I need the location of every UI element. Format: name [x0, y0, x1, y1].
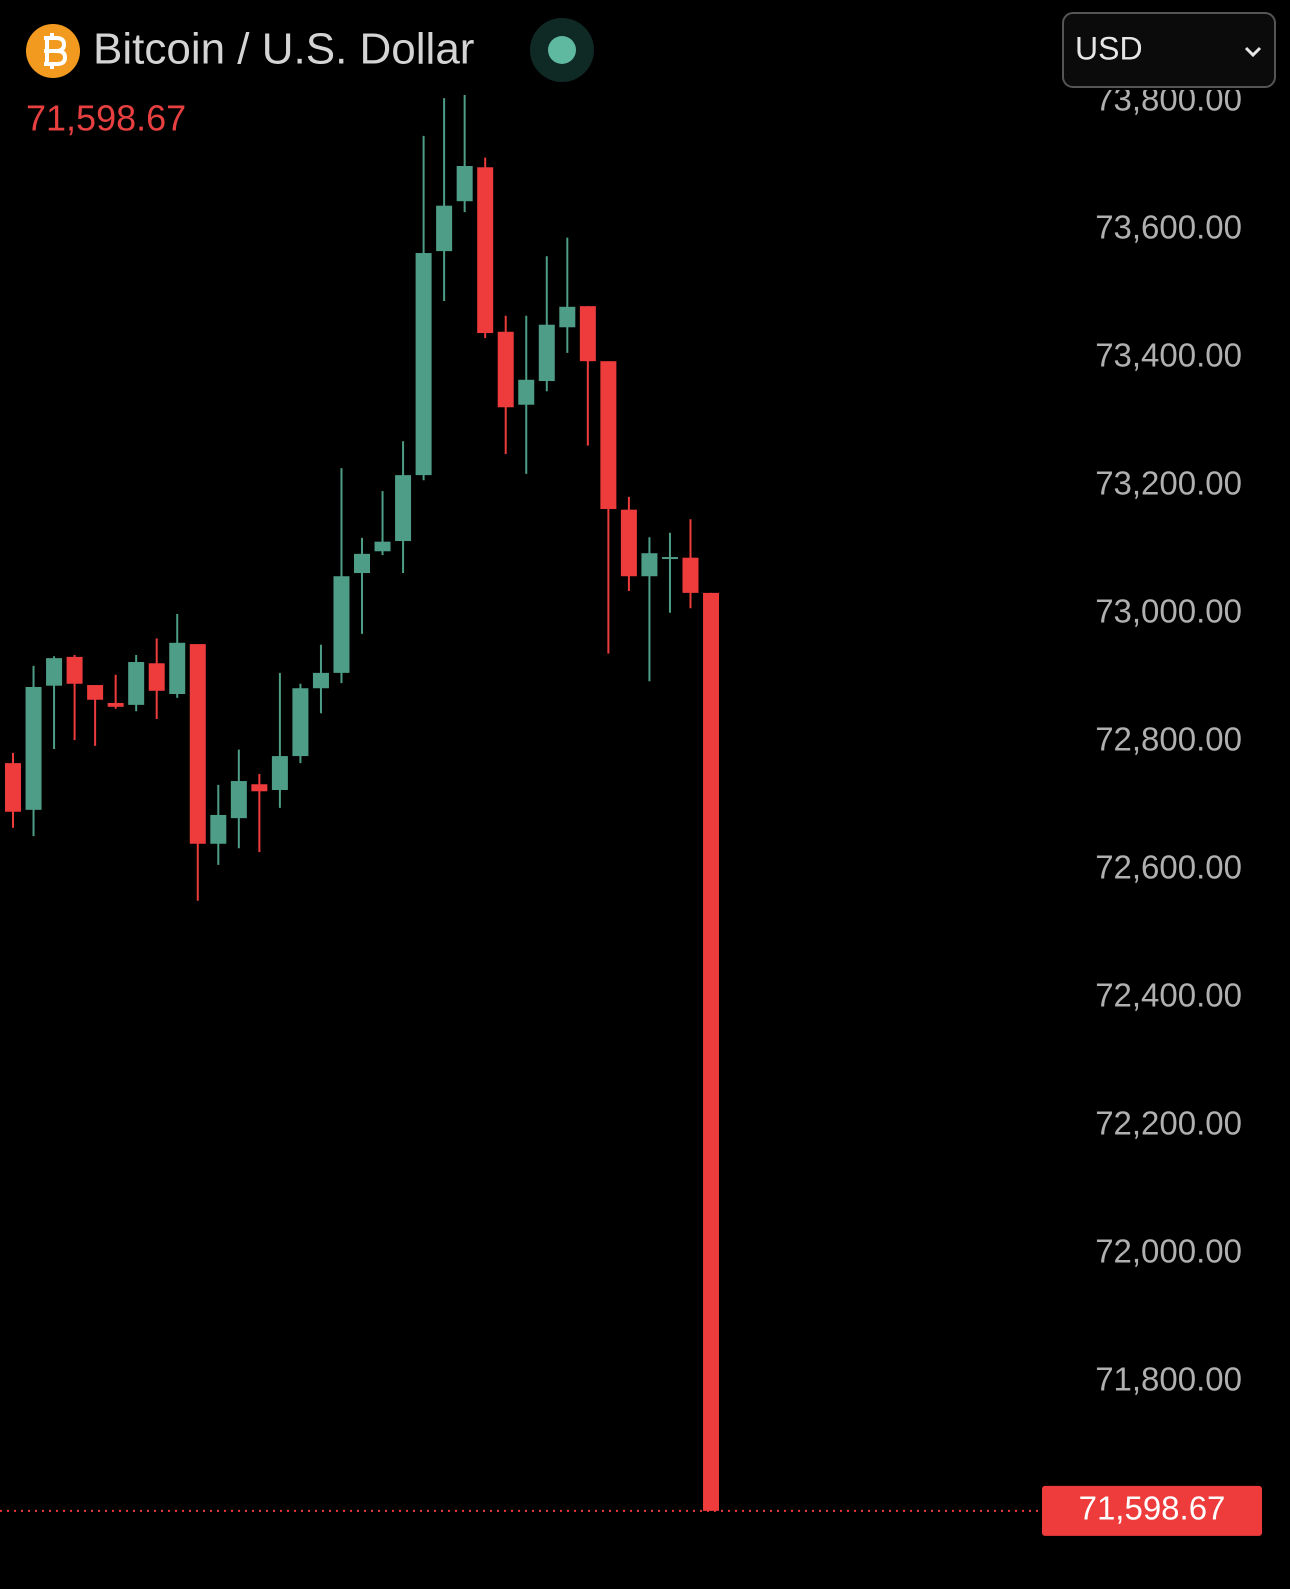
candle-body — [292, 688, 309, 757]
candle-body — [477, 167, 494, 334]
candle-body — [25, 686, 42, 810]
last-price-tag — [1042, 1485, 1262, 1536]
candle-body — [271, 756, 288, 790]
y-tick-label: 73,000.00 — [1095, 593, 1242, 630]
y-tick-label: 72,200.00 — [1095, 1105, 1242, 1142]
candle-body — [395, 475, 412, 542]
candle-body — [600, 361, 617, 510]
candle-body — [436, 205, 453, 252]
y-tick-label: 73,200.00 — [1095, 465, 1242, 502]
candle-body — [46, 658, 63, 686]
candle-body — [620, 509, 637, 577]
y-tick-label: 73,400.00 — [1095, 337, 1242, 374]
candle-body — [210, 814, 227, 844]
y-tick-label: 72,800.00 — [1095, 721, 1242, 758]
y-tick-label: 73,600.00 — [1095, 209, 1242, 246]
status-dot — [548, 36, 576, 64]
candle-body — [374, 541, 391, 552]
candle-body — [230, 781, 247, 819]
y-tick-label: 72,000.00 — [1095, 1233, 1242, 1270]
candle-body — [497, 331, 514, 408]
select-box[interactable] — [1062, 12, 1276, 88]
chevron[interactable] — [1244, 46, 1262, 58]
select-value[interactable]: USD — [1075, 30, 1143, 66]
candle-body — [128, 662, 145, 705]
last-price-tag-label: 71,598.67 — [1079, 1490, 1226, 1527]
candle-body — [5, 763, 21, 812]
candle-body — [251, 784, 268, 792]
currency-select[interactable]: USD — [1062, 12, 1276, 88]
candle-body — [518, 379, 535, 405]
candle-body — [87, 685, 104, 700]
candle-body — [107, 702, 124, 707]
candle-body — [703, 592, 720, 1511]
candle-body — [538, 324, 555, 382]
candle-body — [415, 253, 432, 476]
candle-body — [333, 576, 350, 673]
y-tick-label: 72,600.00 — [1095, 849, 1242, 886]
candle-body — [312, 672, 329, 689]
y-tick-label: 71,800.00 — [1095, 1361, 1242, 1398]
candle-body — [354, 553, 371, 574]
candle-body — [682, 557, 699, 593]
candle-body — [66, 656, 83, 684]
candle-body — [559, 306, 576, 328]
y-tick-label: 73,800.00 — [1095, 81, 1242, 118]
plot-area — [0, 94, 1040, 1512]
candle-body — [456, 166, 473, 202]
price-axis: 71,800.00 72,000.00 72,200.00 72,400.00 72,6… — [1095, 81, 1242, 1398]
bitcoin-glyph — [44, 33, 67, 69]
candle-body — [661, 557, 678, 560]
candle-body — [641, 553, 658, 577]
candle-body — [579, 306, 596, 362]
y-tick-label: 72,400.00 — [1095, 977, 1242, 1014]
chart-title: Bitcoin / U.S. Dollar — [93, 25, 474, 74]
candle-body — [148, 663, 165, 691]
candle-body — [189, 644, 206, 844]
current-price: 71,598.67 — [26, 98, 186, 139]
candle-body — [169, 642, 186, 694]
